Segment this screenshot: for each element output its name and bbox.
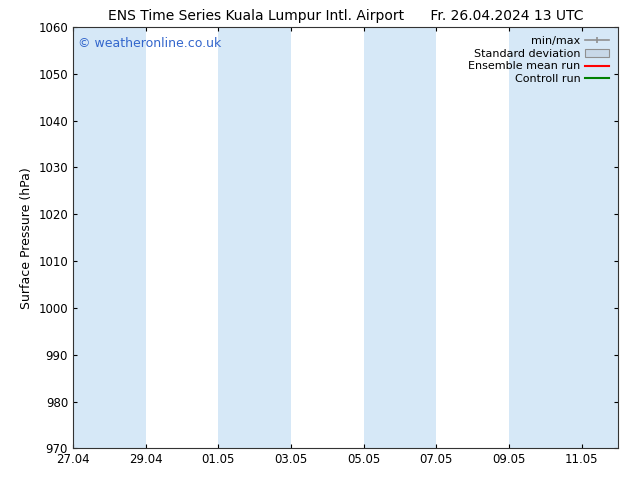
Legend: min/max, Standard deviation, Ensemble mean run, Controll run: min/max, Standard deviation, Ensemble me…	[465, 32, 612, 88]
Bar	[364, 27, 436, 448]
Text: © weatheronline.co.uk: © weatheronline.co.uk	[79, 38, 222, 50]
Y-axis label: Surface Pressure (hPa): Surface Pressure (hPa)	[20, 167, 33, 309]
Bar	[509, 27, 582, 448]
Bar	[73, 27, 146, 448]
Bar	[218, 27, 291, 448]
Bar	[582, 27, 618, 448]
Title: ENS Time Series Kuala Lumpur Intl. Airport      Fr. 26.04.2024 13 UTC: ENS Time Series Kuala Lumpur Intl. Airpo…	[108, 9, 583, 23]
